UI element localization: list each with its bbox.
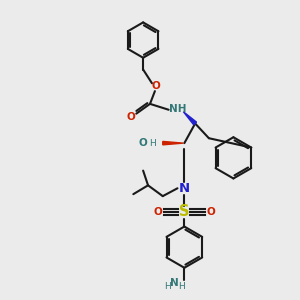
Text: H: H: [164, 282, 171, 291]
Text: NH: NH: [169, 104, 186, 114]
Text: N: N: [179, 182, 190, 195]
Text: H: H: [150, 139, 156, 148]
Text: N: N: [170, 278, 179, 289]
Text: O: O: [154, 207, 162, 217]
Text: H: H: [178, 282, 185, 291]
Text: O: O: [152, 81, 160, 91]
Text: O: O: [139, 138, 148, 148]
Polygon shape: [163, 141, 183, 145]
Text: O: O: [206, 207, 215, 217]
Polygon shape: [183, 112, 196, 125]
Text: S: S: [179, 204, 190, 219]
Text: O: O: [127, 112, 136, 122]
